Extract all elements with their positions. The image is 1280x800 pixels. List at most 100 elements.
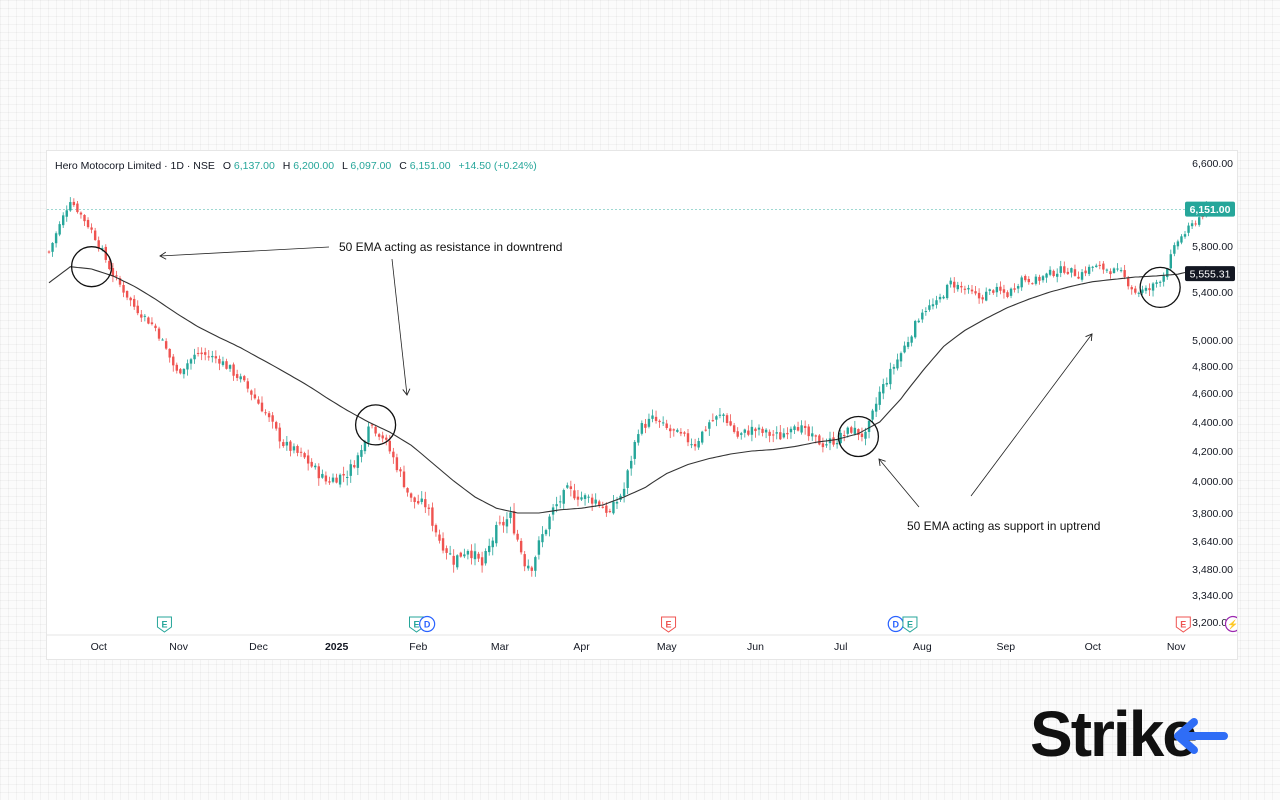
earnings-event-icon[interactable] bbox=[1175, 616, 1191, 633]
candle-body bbox=[477, 553, 480, 559]
candle-body bbox=[843, 435, 846, 437]
candle-body bbox=[977, 292, 981, 299]
candle-body bbox=[374, 426, 377, 434]
candle-body bbox=[72, 201, 76, 206]
candle-body bbox=[516, 533, 519, 540]
candle-body bbox=[207, 356, 210, 358]
candle-body bbox=[431, 507, 434, 526]
candle-body bbox=[406, 488, 409, 493]
candle-body bbox=[303, 453, 306, 458]
candle-body bbox=[218, 358, 221, 364]
candle-body bbox=[523, 554, 526, 567]
candle-body bbox=[658, 420, 661, 423]
open-key: O bbox=[223, 160, 231, 172]
candle-body bbox=[605, 505, 608, 513]
candle-body bbox=[1091, 266, 1094, 268]
candle-body bbox=[1013, 288, 1016, 290]
candle-body bbox=[598, 501, 601, 506]
candle-body bbox=[651, 415, 654, 419]
candle-body bbox=[729, 421, 732, 426]
candle-body bbox=[402, 471, 406, 488]
candle-body bbox=[1002, 289, 1006, 293]
candle-body bbox=[945, 284, 949, 299]
y-tick-label: 3,200.00 bbox=[1192, 617, 1233, 629]
candle-body bbox=[466, 551, 470, 555]
candle-body bbox=[853, 427, 857, 434]
candle-body bbox=[914, 321, 917, 338]
y-tick-label: 4,800.00 bbox=[1192, 361, 1233, 373]
candle-body bbox=[363, 441, 367, 452]
candle-body bbox=[257, 399, 260, 404]
candle-body bbox=[509, 512, 512, 518]
candle-body bbox=[335, 477, 338, 483]
candle-body bbox=[182, 368, 186, 375]
candle-body bbox=[172, 356, 175, 366]
candle-body bbox=[661, 422, 665, 424]
candle-body bbox=[1052, 270, 1055, 277]
x-axis: Oct Nov Dec 2025 Feb Mar Apr May Jun Jul Aug Sep Oct… bbox=[47, 615, 1238, 653]
candle-body bbox=[835, 442, 839, 445]
candle-body bbox=[924, 311, 928, 313]
candle-body bbox=[1187, 225, 1190, 233]
candle-body bbox=[1119, 270, 1123, 272]
split-event-icon[interactable] bbox=[1224, 615, 1238, 633]
candle-body bbox=[754, 428, 757, 432]
candle-body bbox=[1087, 266, 1091, 274]
candle-body bbox=[1098, 264, 1101, 266]
earnings-event-icon[interactable] bbox=[156, 616, 172, 633]
candle-body bbox=[488, 545, 491, 553]
candle-body bbox=[1027, 278, 1030, 283]
arrow-support-left-head bbox=[878, 458, 886, 466]
candle-body bbox=[328, 481, 331, 483]
x-tick-label: Aug bbox=[913, 641, 932, 653]
close-key: C bbox=[399, 160, 407, 172]
candle-body bbox=[953, 281, 956, 288]
candle-body bbox=[988, 289, 991, 291]
candle-body bbox=[1059, 266, 1062, 273]
x-tick-label: Oct bbox=[91, 641, 107, 653]
candle-body bbox=[608, 511, 612, 513]
candle-body bbox=[282, 442, 285, 447]
candle-body bbox=[1084, 270, 1087, 274]
candle-body bbox=[51, 242, 54, 252]
candle-body bbox=[615, 501, 619, 504]
logo-accent-arrow bbox=[1174, 718, 1228, 754]
candle-body bbox=[995, 286, 999, 293]
strike-logo: Strike bbox=[1030, 698, 1228, 770]
candle-body bbox=[147, 317, 150, 324]
candle-body bbox=[1105, 269, 1109, 271]
dividend-event-icon[interactable] bbox=[419, 615, 436, 633]
arrow-resistance-left-head bbox=[159, 251, 167, 260]
earnings-event-icon[interactable] bbox=[902, 616, 918, 633]
earnings-event-icon[interactable] bbox=[661, 616, 677, 633]
candle-body bbox=[1134, 288, 1137, 293]
candle-body bbox=[154, 325, 157, 329]
candle-body bbox=[1123, 270, 1126, 277]
candle-body bbox=[683, 432, 686, 434]
candle-body bbox=[871, 410, 874, 420]
change-value: +14.50 (+0.24%) bbox=[459, 160, 537, 172]
candle-body bbox=[647, 418, 651, 427]
candle-body bbox=[133, 298, 136, 307]
highlight-circle bbox=[837, 415, 880, 458]
candle-body bbox=[896, 359, 899, 369]
candle-body bbox=[498, 522, 502, 524]
candle-body bbox=[800, 425, 803, 433]
high-value: 6,200.00 bbox=[293, 160, 334, 172]
candle-body bbox=[1141, 289, 1144, 293]
candle-body bbox=[882, 384, 885, 394]
candle-body bbox=[243, 376, 246, 381]
candle-body bbox=[622, 488, 626, 497]
annotation-resistance: 50 EMA acting as resistance in downtrend bbox=[339, 240, 562, 254]
candle-body bbox=[1038, 276, 1041, 281]
candle-body bbox=[590, 497, 594, 504]
candle-body bbox=[555, 504, 558, 507]
arrow-support-right bbox=[970, 333, 1093, 497]
candle-body bbox=[175, 364, 178, 371]
candle-body bbox=[1006, 292, 1009, 298]
candle-body bbox=[793, 426, 796, 430]
candle-body bbox=[981, 297, 984, 300]
candle-body bbox=[935, 300, 938, 305]
candle-body bbox=[448, 553, 452, 555]
candlestick-chart[interactable]: Hero Motocorp Limited · 1D · NSE O 6,137… bbox=[47, 151, 1237, 659]
